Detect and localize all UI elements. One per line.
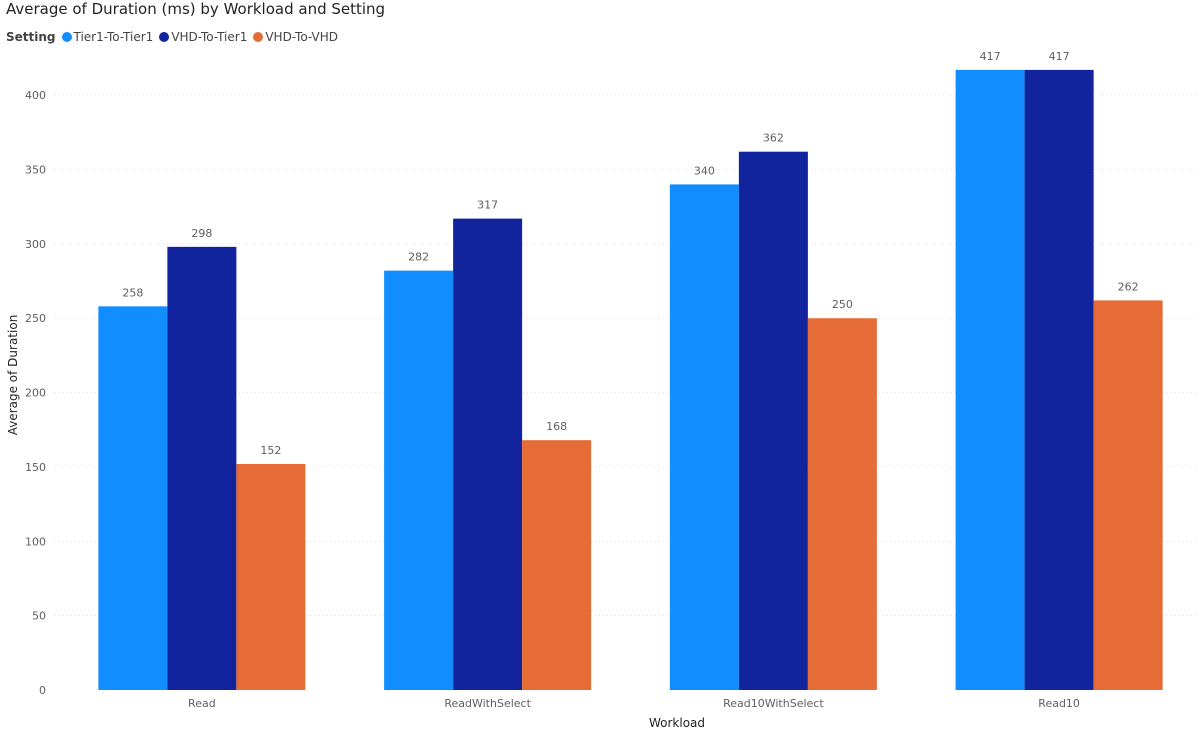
data-label: 340 xyxy=(694,164,715,177)
y-tick-label: 100 xyxy=(25,535,46,548)
legend-dot-icon xyxy=(253,32,264,42)
bar-vhd-to-tier1 xyxy=(167,246,237,690)
x-tick-label: Read xyxy=(188,697,216,710)
legend-dot-icon xyxy=(159,32,170,42)
bar-tier1-to-tier1 xyxy=(98,306,168,690)
legend-label: VHD-To-VHD xyxy=(265,30,338,44)
data-label: 250 xyxy=(832,298,853,311)
bar-vhd-to-vhd xyxy=(522,440,592,690)
bar-vhd-to-vhd xyxy=(236,463,306,690)
data-label: 317 xyxy=(477,199,498,212)
bars xyxy=(98,69,1163,691)
legend-title: Setting xyxy=(6,30,56,44)
bar-vhd-to-tier1 xyxy=(453,218,523,690)
y-tick-label: 300 xyxy=(25,238,46,251)
y-axis-title: Average of Duration xyxy=(6,315,20,436)
legend-item-vhd-to-tier1[interactable]: VHD-To-Tier1 xyxy=(159,30,247,44)
bar-tier1-to-tier1 xyxy=(955,69,1025,690)
legend-dot-icon xyxy=(61,32,72,42)
legend: Setting Tier1-To-Tier1 VHD-To-Tier1 VHD-… xyxy=(6,30,344,44)
data-labels: 258 298 152 282 317 168 340 362 250 417 417 262 xyxy=(122,50,1138,457)
data-label: 152 xyxy=(260,444,281,457)
y-tick-label: 150 xyxy=(25,461,46,474)
data-label: 262 xyxy=(1118,280,1139,293)
bar-vhd-to-tier1 xyxy=(1024,69,1094,690)
bar-vhd-to-tier1 xyxy=(738,151,808,691)
data-label: 362 xyxy=(763,132,784,145)
y-tick-label: 400 xyxy=(25,89,46,102)
x-tick-label: Read10WithSelect xyxy=(723,697,824,710)
x-axis-title: Workload xyxy=(649,716,705,730)
y-tick-label: 0 xyxy=(39,684,46,697)
bar-vhd-to-vhd xyxy=(807,318,877,690)
data-label: 168 xyxy=(546,420,567,433)
x-tick-label: ReadWithSelect xyxy=(444,697,531,710)
legend-label: VHD-To-Tier1 xyxy=(171,30,248,44)
legend-item-tier1-to-tier1[interactable]: Tier1-To-Tier1 xyxy=(61,30,154,44)
data-label: 258 xyxy=(122,286,143,299)
bar-tier1-to-tier1 xyxy=(669,184,739,690)
data-label: 417 xyxy=(980,50,1001,63)
x-axis-ticks: Read ReadWithSelect Read10WithSelect Read10 xyxy=(188,697,1080,710)
chart-title: Average of Duration (ms) by Workload and… xyxy=(6,0,386,18)
y-axis-ticks: 0 50 100 150 200 250 300 350 400 xyxy=(25,89,46,697)
data-label: 417 xyxy=(1049,50,1070,63)
bar-vhd-to-vhd xyxy=(1093,300,1163,690)
legend-label: Tier1-To-Tier1 xyxy=(73,30,154,44)
data-label: 298 xyxy=(191,227,212,240)
legend-item-vhd-to-vhd[interactable]: VHD-To-VHD xyxy=(253,30,338,44)
data-label: 282 xyxy=(408,251,429,264)
y-tick-label: 200 xyxy=(25,387,46,400)
y-tick-label: 250 xyxy=(25,312,46,325)
y-tick-label: 350 xyxy=(25,164,46,177)
y-tick-label: 50 xyxy=(32,610,46,623)
bar-tier1-to-tier1 xyxy=(384,270,454,690)
x-tick-label: Read10 xyxy=(1038,697,1080,710)
